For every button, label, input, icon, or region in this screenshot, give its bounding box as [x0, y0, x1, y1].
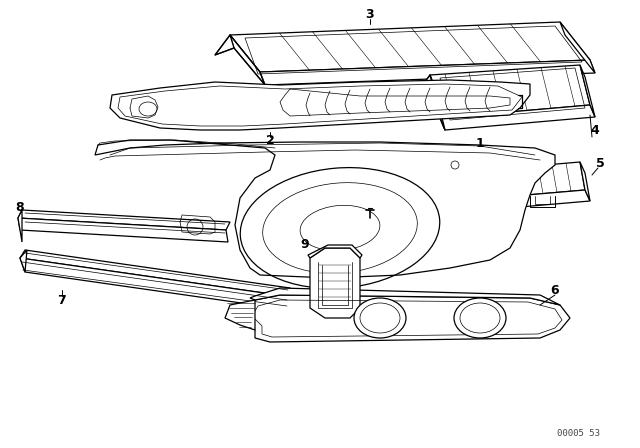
- Polygon shape: [430, 65, 590, 118]
- Polygon shape: [515, 190, 590, 207]
- Polygon shape: [18, 218, 228, 242]
- Polygon shape: [308, 245, 362, 258]
- Polygon shape: [230, 35, 265, 85]
- Polygon shape: [560, 22, 595, 73]
- Polygon shape: [95, 140, 555, 278]
- Text: 3: 3: [365, 8, 374, 21]
- Polygon shape: [18, 210, 22, 242]
- Ellipse shape: [354, 298, 406, 338]
- Text: 6: 6: [550, 284, 559, 297]
- Text: 7: 7: [58, 293, 67, 306]
- Text: 4: 4: [591, 124, 600, 137]
- Text: 1: 1: [476, 137, 484, 150]
- Polygon shape: [510, 168, 520, 207]
- Polygon shape: [285, 288, 310, 318]
- Polygon shape: [510, 162, 585, 196]
- Polygon shape: [110, 80, 530, 130]
- Polygon shape: [230, 22, 590, 72]
- Polygon shape: [20, 250, 27, 272]
- Polygon shape: [20, 250, 290, 296]
- Polygon shape: [310, 248, 360, 318]
- Polygon shape: [260, 60, 595, 85]
- Polygon shape: [18, 210, 230, 230]
- Polygon shape: [240, 295, 570, 342]
- Polygon shape: [440, 105, 595, 130]
- Ellipse shape: [454, 298, 506, 338]
- Text: 8: 8: [16, 201, 24, 214]
- Text: 5: 5: [596, 156, 604, 169]
- Polygon shape: [215, 35, 234, 55]
- Polygon shape: [20, 258, 290, 310]
- Polygon shape: [415, 75, 435, 95]
- Polygon shape: [580, 65, 595, 117]
- Text: 00005 53: 00005 53: [557, 429, 600, 438]
- Polygon shape: [225, 300, 255, 330]
- Polygon shape: [430, 75, 445, 130]
- Text: 9: 9: [301, 237, 309, 250]
- Polygon shape: [250, 288, 560, 305]
- Text: 2: 2: [266, 134, 275, 146]
- Polygon shape: [580, 162, 590, 201]
